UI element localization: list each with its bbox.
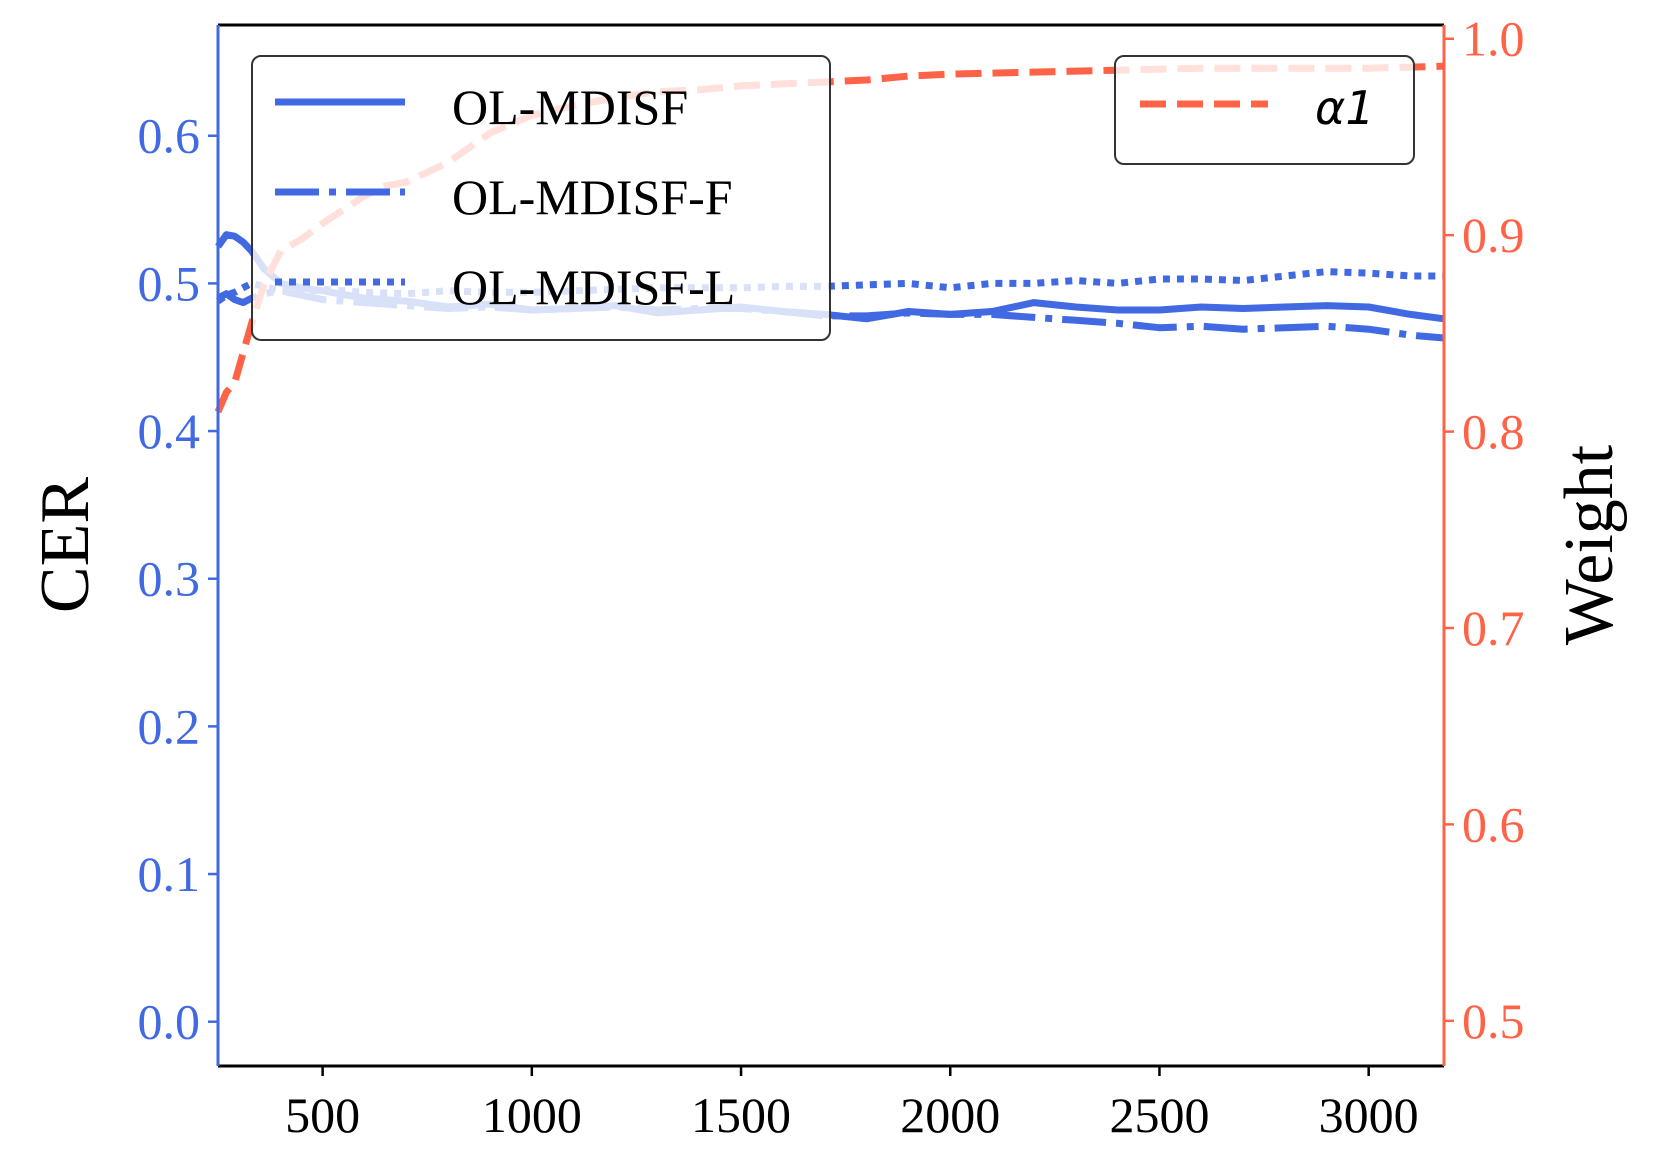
legend-cer: OL-MDISF OL-MDISF-F OL-MDISF-L [251, 55, 831, 341]
x-axis-ticks: 500 1000 1500 2000 2500 3000 [285, 1066, 1419, 1143]
left-axis-ticks: 0.0 0.1 0.2 0.3 0.4 0.5 0.6 [138, 108, 218, 1050]
legend-box [251, 55, 831, 341]
right-tick-label: 0.9 [1462, 207, 1525, 263]
legend-label-ol-mdisf-l: OL-MDISF-L [452, 259, 735, 315]
left-tick-label: 0.5 [138, 255, 201, 311]
legend-weight: α1 [1114, 55, 1415, 165]
x-tick-label: 2500 [1109, 1087, 1209, 1143]
left-tick-label: 0.0 [138, 994, 201, 1050]
left-tick-label: 0.1 [138, 846, 201, 902]
left-tick-label: 0.6 [138, 108, 201, 164]
right-axis-label: Weight [1551, 444, 1628, 645]
left-tick-label: 0.3 [138, 551, 201, 607]
x-tick-label: 3000 [1319, 1087, 1419, 1143]
left-tick-label: 0.2 [138, 698, 201, 754]
right-tick-label: 0.7 [1462, 600, 1525, 656]
legend-box [1114, 55, 1415, 165]
right-tick-label: 1.0 [1462, 11, 1525, 67]
right-tick-label: 0.5 [1462, 993, 1525, 1049]
legend-label-ol-mdisf-f: OL-MDISF-F [452, 169, 733, 225]
right-axis-ticks: 0.5 0.6 0.7 0.8 0.9 1.0 [1444, 11, 1525, 1049]
x-tick-label: 2000 [900, 1087, 1000, 1143]
x-tick-label: 1000 [482, 1087, 582, 1143]
x-tick-label: 1500 [691, 1087, 791, 1143]
left-tick-label: 0.4 [138, 403, 201, 459]
legend-label-ol-mdisf: OL-MDISF [452, 79, 688, 135]
left-axis-label: CER [27, 477, 104, 613]
legend-label-alpha1: α1 [1315, 81, 1375, 135]
x-tick-label: 500 [285, 1087, 360, 1143]
right-tick-label: 0.8 [1462, 404, 1525, 460]
right-tick-label: 0.6 [1462, 796, 1525, 852]
